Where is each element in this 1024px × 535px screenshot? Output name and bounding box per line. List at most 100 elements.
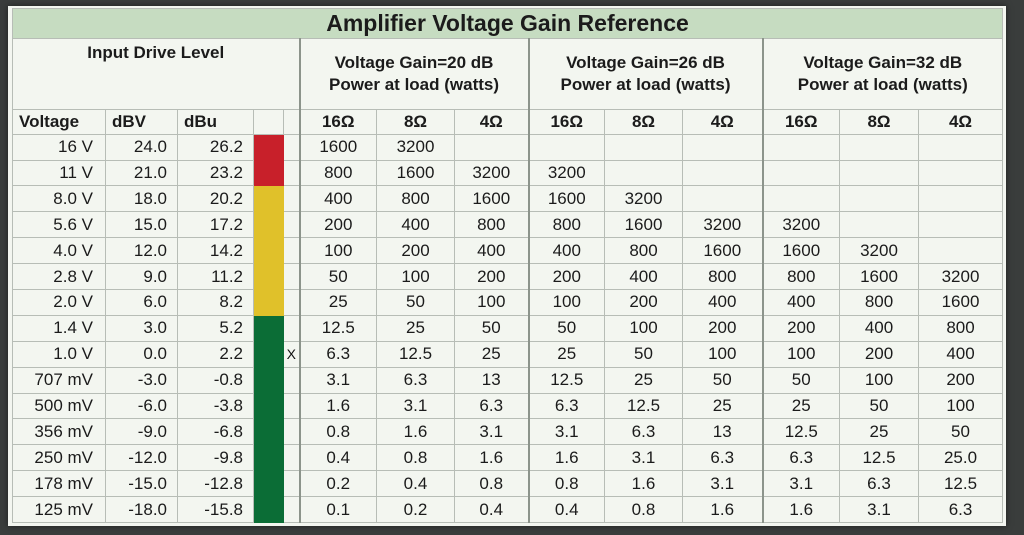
power-cell: 400: [298, 185, 377, 213]
power-cell: [917, 133, 1004, 161]
zone-swatch: [253, 366, 284, 394]
dbu-cell: 8.2: [177, 288, 254, 316]
power-cell: 800: [917, 314, 1004, 342]
power-cell: 200: [376, 237, 455, 265]
power-cell: 25: [298, 288, 377, 316]
voltage-column-header: Voltage: [12, 108, 106, 135]
marker-cell: X: [283, 340, 300, 368]
voltage-cell: 2.8 V: [12, 263, 106, 290]
zone-swatch: [253, 470, 284, 498]
power-cell: 6.3: [454, 392, 529, 420]
power-cell: 800: [527, 211, 605, 239]
power-cell: 50: [527, 314, 605, 342]
power-cell: 1600: [376, 159, 455, 187]
power-cell: 1600: [917, 288, 1004, 316]
power-cell: 3200: [839, 237, 919, 265]
zone-swatch: [253, 263, 284, 290]
power-cell: 25: [682, 392, 763, 420]
power-cell: 25: [527, 340, 605, 368]
power-cell: 0.4: [298, 444, 377, 472]
power-cell: 3.1: [454, 418, 529, 446]
power-cell: 3200: [454, 159, 529, 187]
power-cell: 100: [454, 288, 529, 316]
power-cell: 3.1: [298, 366, 377, 394]
dbu-cell: -12.8: [177, 470, 254, 498]
zone-swatch: [253, 237, 284, 265]
power-cell: 100: [761, 340, 840, 368]
power-cell: 13: [454, 366, 529, 394]
power-cell: 25: [376, 314, 455, 342]
dbu-cell: 5.2: [177, 314, 254, 342]
power-cell: 50: [376, 288, 455, 316]
power-cell: 3200: [761, 211, 840, 239]
gain-20-power-label: Power at load (watts): [328, 74, 500, 94]
power-cell: 12.5: [761, 418, 840, 446]
power-cell: 100: [527, 288, 605, 316]
power-cell: 200: [917, 366, 1004, 394]
power-cell: 6.3: [917, 496, 1004, 523]
power-cell: 3.1: [761, 470, 840, 498]
table-row: 4.0 V 12.0 14.2 100 200 400 400 800 1600 1600 3200: [12, 237, 1004, 265]
power-cell: 400: [682, 288, 763, 316]
dbv-cell: 12.0: [105, 237, 178, 265]
table-row: 8.0 V 18.0 20.2 400 800 1600 1600 3200: [12, 185, 1004, 213]
power-cell: 25: [761, 392, 840, 420]
gain-32-label: Voltage Gain=32 dB: [803, 52, 963, 72]
input-drive-label: Input Drive Level: [87, 43, 225, 62]
power-cell: 50: [761, 366, 840, 394]
power-cell: 400: [376, 211, 455, 239]
power-cell: [917, 185, 1004, 213]
power-cell: 3200: [682, 211, 763, 239]
power-cell: 0.8: [527, 470, 605, 498]
power-cell: 1600: [604, 211, 683, 239]
power-cell: [839, 133, 919, 161]
dbv-cell: -18.0: [105, 496, 178, 523]
gain-26-header: Voltage Gain=26 dB Power at load (watts): [527, 38, 763, 110]
marker-cell: [283, 133, 300, 161]
gain-32-power-label: Power at load (watts): [797, 74, 968, 94]
power-cell: 200: [682, 314, 763, 342]
power-cell: 6.3: [604, 418, 683, 446]
input-drive-header: Input Drive Level: [12, 38, 300, 110]
table-row: 11 V 21.0 23.2 800 1600 3200 3200: [12, 159, 1004, 187]
power-cell: 3.1: [839, 496, 919, 523]
power-cell: 200: [839, 340, 919, 368]
dbu-cell: -9.8: [177, 444, 254, 472]
zone-swatch: [253, 133, 284, 161]
voltage-cell: 4.0 V: [12, 237, 106, 265]
power-cell: 50: [604, 340, 683, 368]
marker-cell: [283, 444, 300, 472]
power-cell: 400: [454, 237, 529, 265]
gain-26-power-label: Power at load (watts): [560, 74, 731, 94]
power-cell: 50: [839, 392, 919, 420]
ohm-header-32-8: 8Ω: [839, 108, 919, 135]
power-cell: 3200: [604, 185, 683, 213]
dbv-column-header: dBV: [105, 108, 178, 135]
power-cell: 3.1: [682, 470, 763, 498]
power-cell: 100: [376, 263, 455, 290]
dbv-cell: 15.0: [105, 211, 178, 239]
power-cell: [761, 185, 840, 213]
power-cell: 100: [839, 366, 919, 394]
power-cell: 25.0: [917, 444, 1004, 472]
marker-cell: [283, 288, 300, 316]
table-row: 2.8 V 9.0 11.2 50 100 200 200 400 800 800 1600 3200: [12, 263, 1004, 290]
power-cell: 0.2: [376, 496, 455, 523]
ohm-header-32-4: 4Ω: [917, 108, 1004, 135]
power-cell: 50: [682, 366, 763, 394]
power-cell: 13: [682, 418, 763, 446]
power-cell: 25: [454, 340, 529, 368]
dbv-cell: 6.0: [105, 288, 178, 316]
dbv-cell: -6.0: [105, 392, 178, 420]
power-cell: 1.6: [761, 496, 840, 523]
power-cell: 3.1: [376, 392, 455, 420]
power-cell: 50: [917, 418, 1004, 446]
ohm-header-26-8: 8Ω: [604, 108, 683, 135]
table-row: 500 mV -6.0 -3.8 1.6 3.1 6.3 6.3 12.5 25 25 50 100: [12, 392, 1004, 420]
power-cell: [604, 159, 683, 187]
dbv-cell: -3.0: [105, 366, 178, 394]
table-row: 250 mV -12.0 -9.8 0.4 0.8 1.6 1.6 3.1 6.3 6.3 12.5…: [12, 444, 1004, 472]
power-cell: [761, 133, 840, 161]
power-cell: 0.8: [604, 496, 683, 523]
voltage-cell: 250 mV: [12, 444, 106, 472]
